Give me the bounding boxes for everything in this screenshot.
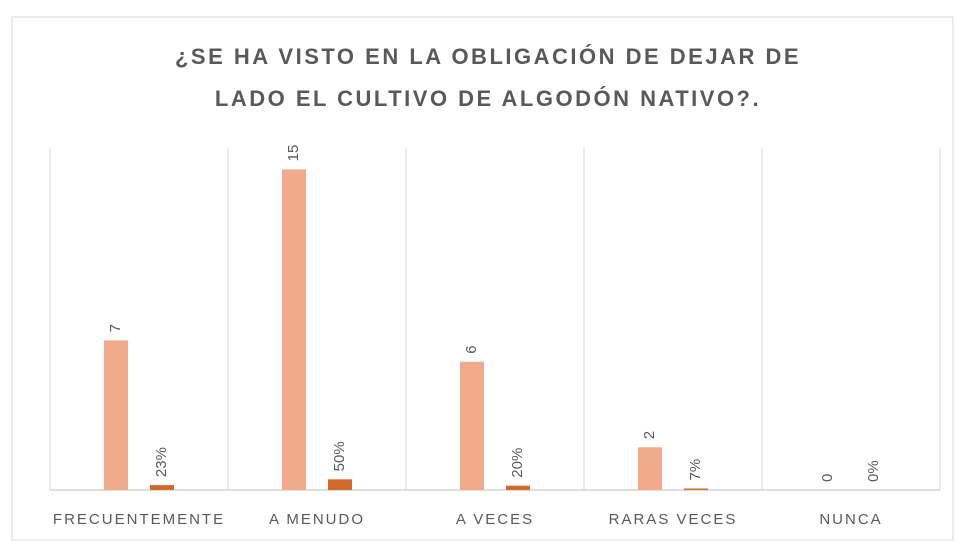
bar: [282, 169, 306, 490]
x-tick-label: A VECES: [456, 511, 534, 528]
value-label: 2: [641, 431, 658, 439]
x-tick-label: NUNCA: [819, 511, 882, 528]
bar: [460, 361, 484, 490]
bar: [328, 479, 352, 490]
value-label: 0: [819, 474, 836, 482]
value-label: 15: [285, 145, 302, 162]
value-label: 50%: [331, 441, 348, 471]
x-tick-label: A MENUDO: [269, 511, 365, 528]
bar: [638, 447, 662, 490]
bar: [506, 485, 530, 490]
value-label: 6: [463, 345, 480, 353]
bar: [150, 485, 174, 490]
value-label: 23%: [153, 447, 170, 477]
value-label: 7: [107, 324, 124, 332]
chart-title: ¿SE HA VISTO EN LA OBLIGACIÓN DE DEJAR D…: [175, 44, 801, 69]
value-label: 20%: [509, 448, 526, 478]
bar: [104, 340, 128, 490]
x-tick-label: FRECUENTEMENTE: [53, 511, 225, 528]
bar: [684, 488, 708, 490]
value-label: 7%: [687, 459, 704, 481]
x-tick-label: RARAS VECES: [609, 511, 738, 528]
chart-title: LADO EL CULTIVO DE ALGODÓN NATIVO?.: [215, 86, 761, 111]
value-label: 0%: [865, 460, 882, 482]
